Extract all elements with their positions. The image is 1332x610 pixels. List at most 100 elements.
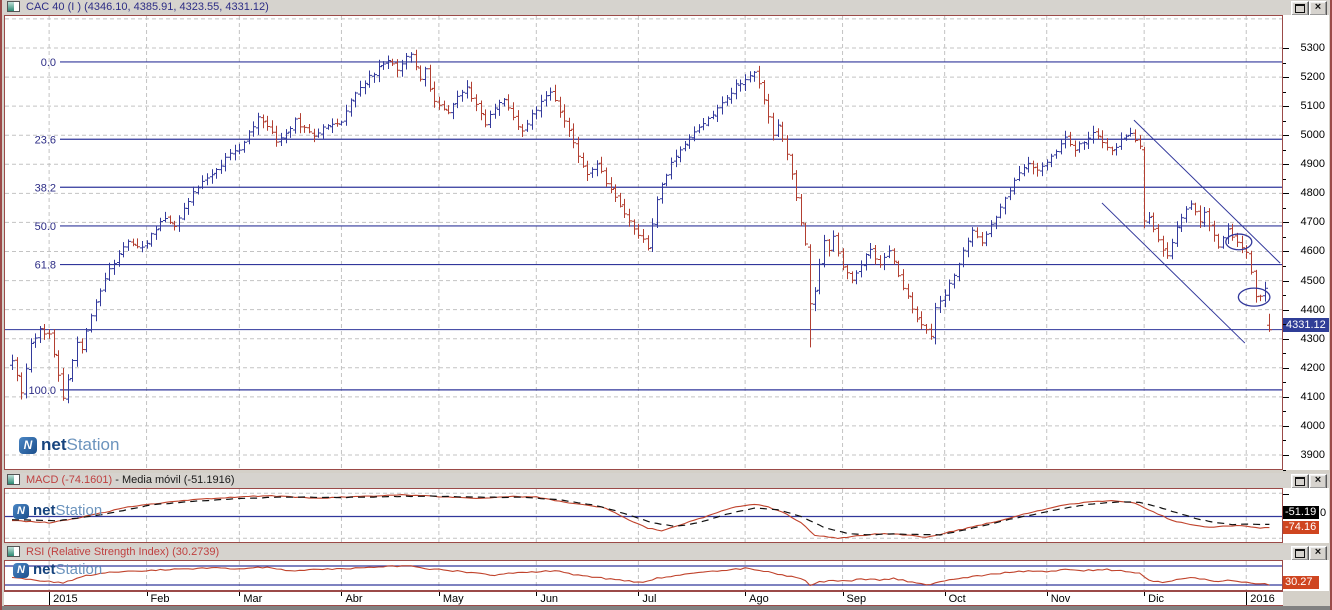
- maximize-button[interactable]: [1291, 474, 1309, 489]
- time-axis-label: May: [442, 593, 464, 605]
- price-axis-tick-label: 5000: [1300, 129, 1325, 142]
- maximize-button[interactable]: [1291, 546, 1309, 561]
- maximize-button[interactable]: [1291, 1, 1309, 16]
- chart-icon: [7, 474, 20, 485]
- time-axis-tick: [438, 592, 440, 596]
- price-axis-tick-label: 4800: [1300, 187, 1325, 200]
- price-axis-tick-label: 4200: [1300, 361, 1325, 374]
- axis-minor-tick: [1283, 411, 1286, 413]
- price-axis-tick-label: 4100: [1300, 390, 1325, 403]
- axis-minor-tick: [1283, 178, 1286, 180]
- axis-tick: [1283, 309, 1289, 311]
- price-axis: 4331.12 5300 5200 5100 5000 4900 4800 4700 4600…: [1283, 15, 1329, 471]
- time-axis-label: Sep: [846, 593, 867, 605]
- time-axis-label: Abr: [345, 593, 363, 605]
- close-button[interactable]: ×: [1309, 546, 1327, 561]
- macd-panel-titlebar[interactable]: MACD (-74.1601) - Media móvil (-51.1916)…: [2, 473, 1330, 489]
- axis-tick: [1283, 193, 1289, 195]
- last-price-label: 4331.12: [1283, 318, 1329, 332]
- time-axis-tick: [842, 592, 844, 596]
- time-axis: 2015 Feb Mar Abr May Jun Jul Ago Sep Oct Nov Dic 201…: [4, 591, 1283, 606]
- time-axis-label: 2016: [1250, 593, 1275, 605]
- time-axis-tick: [1046, 592, 1048, 596]
- price-axis-tick-label: 5200: [1300, 71, 1325, 84]
- axis-minor-tick: [1283, 91, 1286, 93]
- macd-chart-canvas: [5, 489, 1282, 542]
- macd-chart-panel[interactable]: N netStation: [4, 488, 1283, 543]
- time-axis-label: Jun: [540, 593, 559, 605]
- time-axis-tick: [536, 592, 538, 596]
- price-axis-tick-label: 3900: [1300, 448, 1325, 461]
- axis-tick: [1283, 396, 1289, 398]
- axis-tick: [1283, 280, 1289, 282]
- axis-tick: [1283, 251, 1289, 253]
- price-axis-tick-label: 4500: [1300, 274, 1325, 287]
- chart-icon: [7, 546, 20, 557]
- time-axis-tick: [638, 592, 640, 596]
- price-chart-canvas: 0.0 23.6 38.2 50.0 61.8 100.0: [5, 16, 1282, 469]
- time-axis-tick: [1246, 592, 1248, 605]
- time-axis-label: Feb: [150, 593, 170, 605]
- maximize-icon: [1295, 477, 1305, 486]
- fib-level-label: 50.0: [35, 221, 56, 233]
- rsi-panel-title: RSI (Relative Strength Index) (30.2739): [26, 546, 220, 558]
- time-axis-tick: [146, 592, 148, 596]
- fib-level-label: 100.0: [28, 385, 56, 397]
- axis-minor-tick: [1283, 236, 1286, 238]
- rsi-chart-panel[interactable]: N netStation: [4, 560, 1283, 591]
- time-axis-tick: [239, 592, 241, 596]
- price-axis-tick-label: 5100: [1300, 100, 1325, 113]
- axis-minor-tick: [1283, 382, 1286, 384]
- time-axis-label: 2015: [53, 593, 78, 605]
- time-axis-label: Dic: [1148, 593, 1165, 605]
- time-axis-label: Nov: [1050, 593, 1071, 605]
- price-axis-tick-label: 4000: [1300, 419, 1325, 432]
- axis-tick: [1283, 367, 1289, 369]
- time-axis-tick: [1144, 592, 1146, 596]
- close-button[interactable]: ×: [1309, 1, 1327, 16]
- axis-tick: [1283, 106, 1289, 108]
- axis-minor-tick: [1283, 207, 1286, 209]
- macd-value-label: -74.16: [1283, 521, 1319, 534]
- fib-level-label: 61.8: [35, 260, 56, 272]
- axis-tick: [1283, 425, 1289, 427]
- price-axis-tick-label: 4400: [1300, 303, 1325, 316]
- close-button[interactable]: ×: [1309, 474, 1327, 489]
- price-chart-panel[interactable]: 0.0 23.6 38.2 50.0 61.8 100.0 N netStation: [4, 15, 1283, 470]
- macd-title-sep: -: [115, 474, 119, 486]
- axis-minor-tick: [1283, 295, 1286, 297]
- macd-title-name: MACD (-74.1601): [26, 474, 113, 486]
- price-axis-tick-label: 5300: [1300, 42, 1325, 54]
- macd-axis: -51.19 0 -74.16: [1283, 488, 1329, 543]
- maximize-icon: [1295, 549, 1305, 558]
- maximize-icon: [1295, 4, 1305, 13]
- macd-signal-value-label: -51.19: [1283, 506, 1319, 519]
- axis-minor-tick: [1283, 324, 1286, 326]
- axis-tick: [1283, 338, 1289, 340]
- window-bottom-edge: [2, 606, 1330, 610]
- axis-minor-tick: [1283, 469, 1286, 471]
- macd-zero-label: 0: [1320, 507, 1327, 519]
- axis-minor-tick: [1283, 353, 1286, 355]
- time-axis-tick: [944, 592, 946, 596]
- time-axis-label: Mar: [243, 593, 263, 605]
- axis-tick: [1283, 135, 1289, 137]
- rsi-panel-titlebar[interactable]: RSI (Relative Strength Index) (30.2739) …: [2, 545, 1330, 561]
- price-panel-title: CAC 40 (I ) (4346.10, 4385.91, 4323.55, …: [26, 1, 269, 13]
- price-panel-titlebar[interactable]: CAC 40 (I ) (4346.10, 4385.91, 4323.55, …: [2, 0, 1330, 16]
- axis-tick: [1283, 77, 1289, 79]
- axis-minor-tick: [1283, 62, 1286, 64]
- price-axis-tick-label: 4300: [1300, 332, 1325, 345]
- chart-icon: [7, 1, 20, 12]
- price-axis-tick-label: 4700: [1300, 216, 1325, 229]
- fib-level-label: 38.2: [35, 182, 56, 194]
- axis-minor-tick: [1283, 440, 1286, 442]
- time-axis-label: Oct: [948, 593, 966, 605]
- axis-tick: [1283, 48, 1289, 49]
- time-axis-label: Ago: [749, 593, 769, 605]
- axis-tick: [1283, 164, 1289, 166]
- time-axis-tick: [745, 592, 747, 596]
- fib-level-label: 0.0: [41, 57, 56, 69]
- macd-panel-title: MACD (-74.1601) - Media móvil (-51.1916): [26, 474, 235, 486]
